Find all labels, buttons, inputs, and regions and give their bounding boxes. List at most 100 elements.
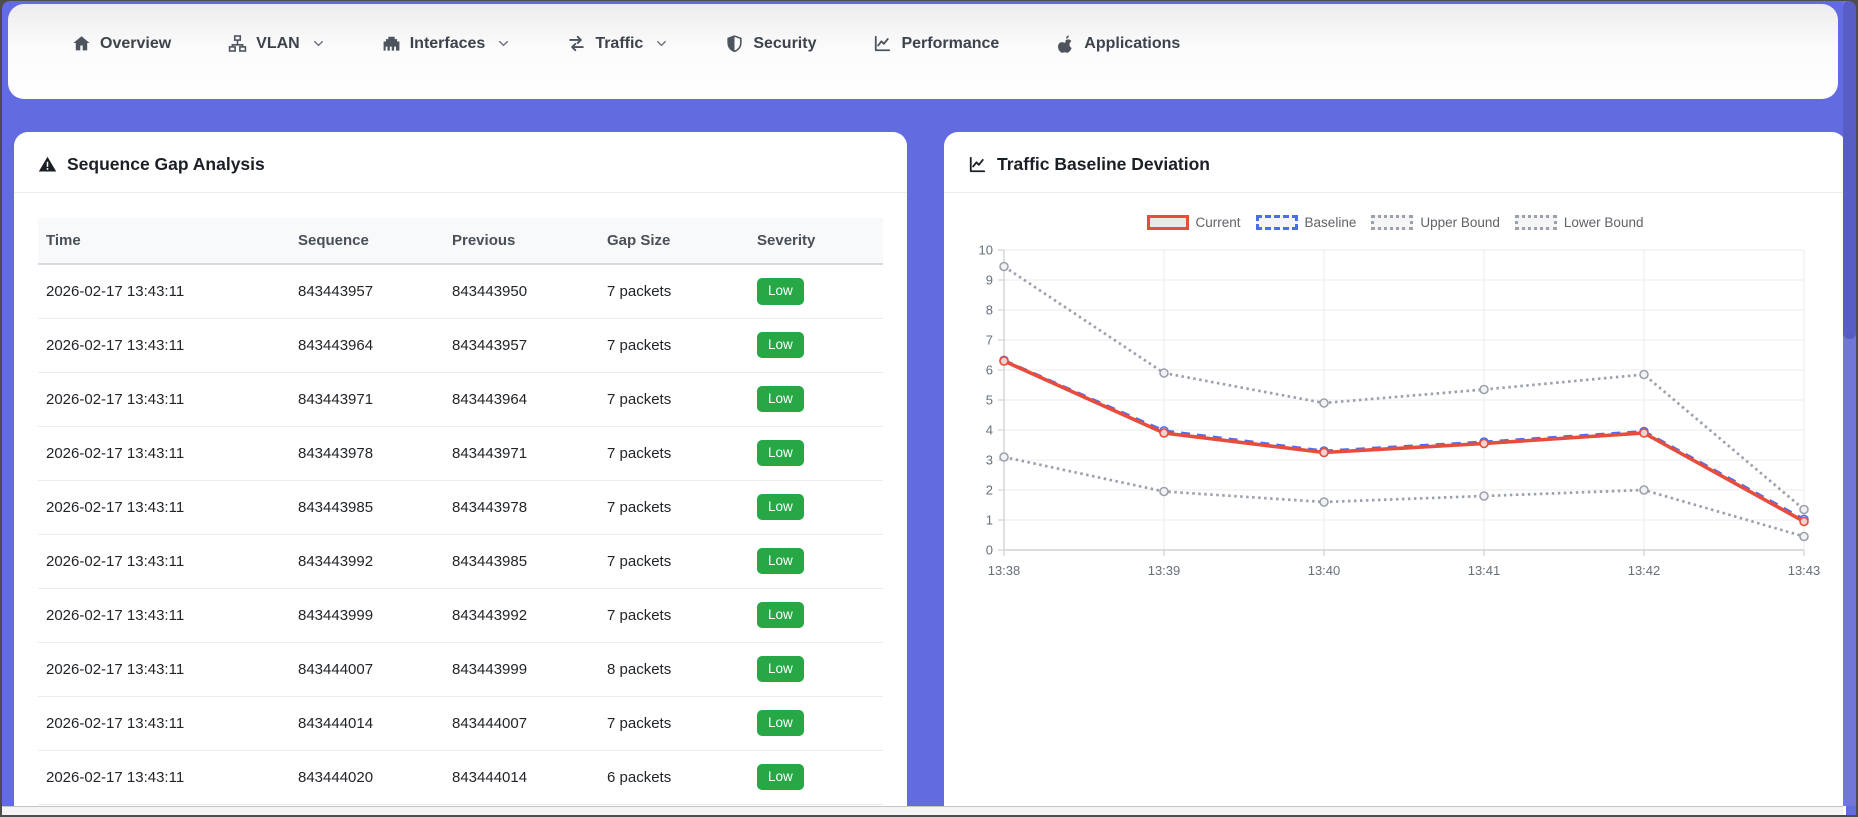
nav-item-label: Interfaces <box>409 34 486 52</box>
gap-size-cell: 7 packets <box>599 426 749 481</box>
y-tick-label: 1 <box>986 513 993 528</box>
series-line-lower-bound <box>1003 455 1805 538</box>
x-tick-label: 13:39 <box>1148 563 1181 578</box>
severity-cell: Low <box>749 750 883 805</box>
baseline-deviation-panel: Traffic Baseline Deviation Current Baseli… <box>944 132 1846 815</box>
gap-size-cell: 7 packets <box>599 534 749 589</box>
previous-cell: 843443985 <box>444 534 599 589</box>
nav-item-traffic[interactable]: Traffic <box>567 34 668 53</box>
legend-swatch <box>1146 215 1189 230</box>
gap-size-cell: 7 packets <box>599 588 749 643</box>
chart-area: Current Baseline Upper Bound Lower Bound 0 1… <box>944 193 1846 613</box>
nav-item-performance[interactable]: Performance <box>873 34 999 53</box>
nav-item-interfaces[interactable]: Interfaces <box>382 34 511 53</box>
time-cell: 2026-02-17 13:43:11 <box>38 750 290 805</box>
legend-label: Current <box>1195 215 1241 230</box>
chart-line-icon <box>873 34 892 53</box>
vertical-scrollbar-thumb[interactable] <box>1843 1 1856 340</box>
y-tick-label: 9 <box>986 273 993 288</box>
vertical-scrollbar[interactable] <box>1843 1 1856 806</box>
previous-cell: 843443957 <box>444 318 599 373</box>
gap-size-cell: 6 packets <box>599 750 749 805</box>
legend-label: Lower Bound <box>1563 215 1644 230</box>
gap-size-cell: 7 packets <box>599 696 749 751</box>
column-header-gap-size: Gap Size <box>599 218 749 265</box>
severity-badge: Low <box>757 277 804 305</box>
severity-badge: Low <box>757 709 804 737</box>
legend-item-current[interactable]: Current <box>1146 215 1241 230</box>
gap-size-cell: 7 packets <box>599 372 749 427</box>
previous-cell: 843443999 <box>444 642 599 697</box>
nav-item-security[interactable]: Security <box>725 34 816 53</box>
severity-badge: Low <box>757 439 804 467</box>
y-tick-label: 10 <box>979 243 993 258</box>
severity-cell: Low <box>749 318 883 373</box>
sequence-cell: 843443957 <box>290 264 444 319</box>
table-row: 2026-02-17 13:43:11 843443964 843443957 7 p… <box>38 318 883 373</box>
nav-item-overview[interactable]: Overview <box>72 34 171 53</box>
data-point <box>1159 486 1169 497</box>
nav-item-applications[interactable]: Applications <box>1056 34 1180 53</box>
time-cell: 2026-02-17 13:43:11 <box>38 480 290 535</box>
nav-item-label: Security <box>753 34 817 52</box>
main-content: Sequence Gap Analysis Time Sequence Prev… <box>2 99 1856 815</box>
severity-badge: Low <box>757 547 804 575</box>
table-row: 2026-02-17 13:43:11 843443999 843443992 7 p… <box>38 588 883 643</box>
table-row: 2026-02-17 13:43:11 843443971 843443964 7 p… <box>38 372 883 427</box>
previous-cell: 843443978 <box>444 480 599 535</box>
y-tick-label: 4 <box>986 423 993 438</box>
time-cell: 2026-02-17 13:43:11 <box>38 696 290 751</box>
data-point <box>1479 491 1489 501</box>
nav-item-label: Performance <box>901 34 1000 52</box>
time-cell: 2026-02-17 13:43:11 <box>38 372 290 427</box>
legend-swatch <box>1371 215 1414 230</box>
panel-header: Sequence Gap Analysis <box>14 132 907 193</box>
severity-cell: Low <box>749 480 883 535</box>
x-tick-label: 13:38 <box>988 563 1021 578</box>
severity-cell: Low <box>749 264 883 319</box>
series-line-current <box>1003 359 1805 524</box>
x-tick-label: 13:43 <box>1788 563 1821 578</box>
panel-title: Traffic Baseline Deviation <box>997 154 1210 174</box>
table-row: 2026-02-17 13:43:11 843443992 843443985 7 p… <box>38 534 883 589</box>
time-cell: 2026-02-17 13:43:11 <box>38 534 290 589</box>
data-point <box>1639 428 1649 438</box>
nav-item-label: Overview <box>100 34 172 52</box>
previous-cell: 843443992 <box>444 588 599 643</box>
gap-size-cell: 7 packets <box>599 264 749 319</box>
nav-item-vlan[interactable]: VLAN <box>228 34 325 53</box>
legend-item-baseline[interactable]: Baseline <box>1255 215 1356 230</box>
data-point <box>1799 516 1809 527</box>
sequence-cell: 843444020 <box>290 750 444 805</box>
y-tick-label: 8 <box>986 303 993 318</box>
sequence-cell: 843444007 <box>290 642 444 697</box>
severity-badge: Low <box>757 385 804 413</box>
table-header-row: Time Sequence Previous Gap Size Severity <box>38 218 883 265</box>
sequence-cell: 843443971 <box>290 372 444 427</box>
data-point <box>1319 398 1329 408</box>
severity-cell: Low <box>749 534 883 589</box>
data-point <box>999 452 1009 462</box>
legend-item-lower-bound[interactable]: Lower Bound <box>1514 215 1644 230</box>
severity-badge: Low <box>757 655 804 683</box>
previous-cell: 843443950 <box>444 264 599 319</box>
legend-item-upper-bound[interactable]: Upper Bound <box>1371 215 1500 230</box>
sequence-cell: 843443992 <box>290 534 444 589</box>
series-line-upper-bound <box>1003 265 1805 511</box>
chevron-down-icon <box>497 37 510 50</box>
x-tick-label: 13:42 <box>1628 563 1661 578</box>
series-line-baseline <box>1003 359 1805 521</box>
gap-size-cell: 7 packets <box>599 480 749 535</box>
data-point <box>1159 428 1169 438</box>
data-point <box>1639 369 1649 380</box>
panel-title: Sequence Gap Analysis <box>67 154 265 174</box>
previous-cell: 843443964 <box>444 372 599 427</box>
horizontal-scrollbar[interactable] <box>2 806 1843 815</box>
exchange-icon <box>567 34 586 53</box>
data-point <box>1799 504 1809 515</box>
sequence-gap-panel: Sequence Gap Analysis Time Sequence Prev… <box>14 132 907 815</box>
nav-item-label: Applications <box>1084 34 1181 52</box>
data-point <box>1319 447 1329 458</box>
severity-badge: Low <box>757 763 804 791</box>
